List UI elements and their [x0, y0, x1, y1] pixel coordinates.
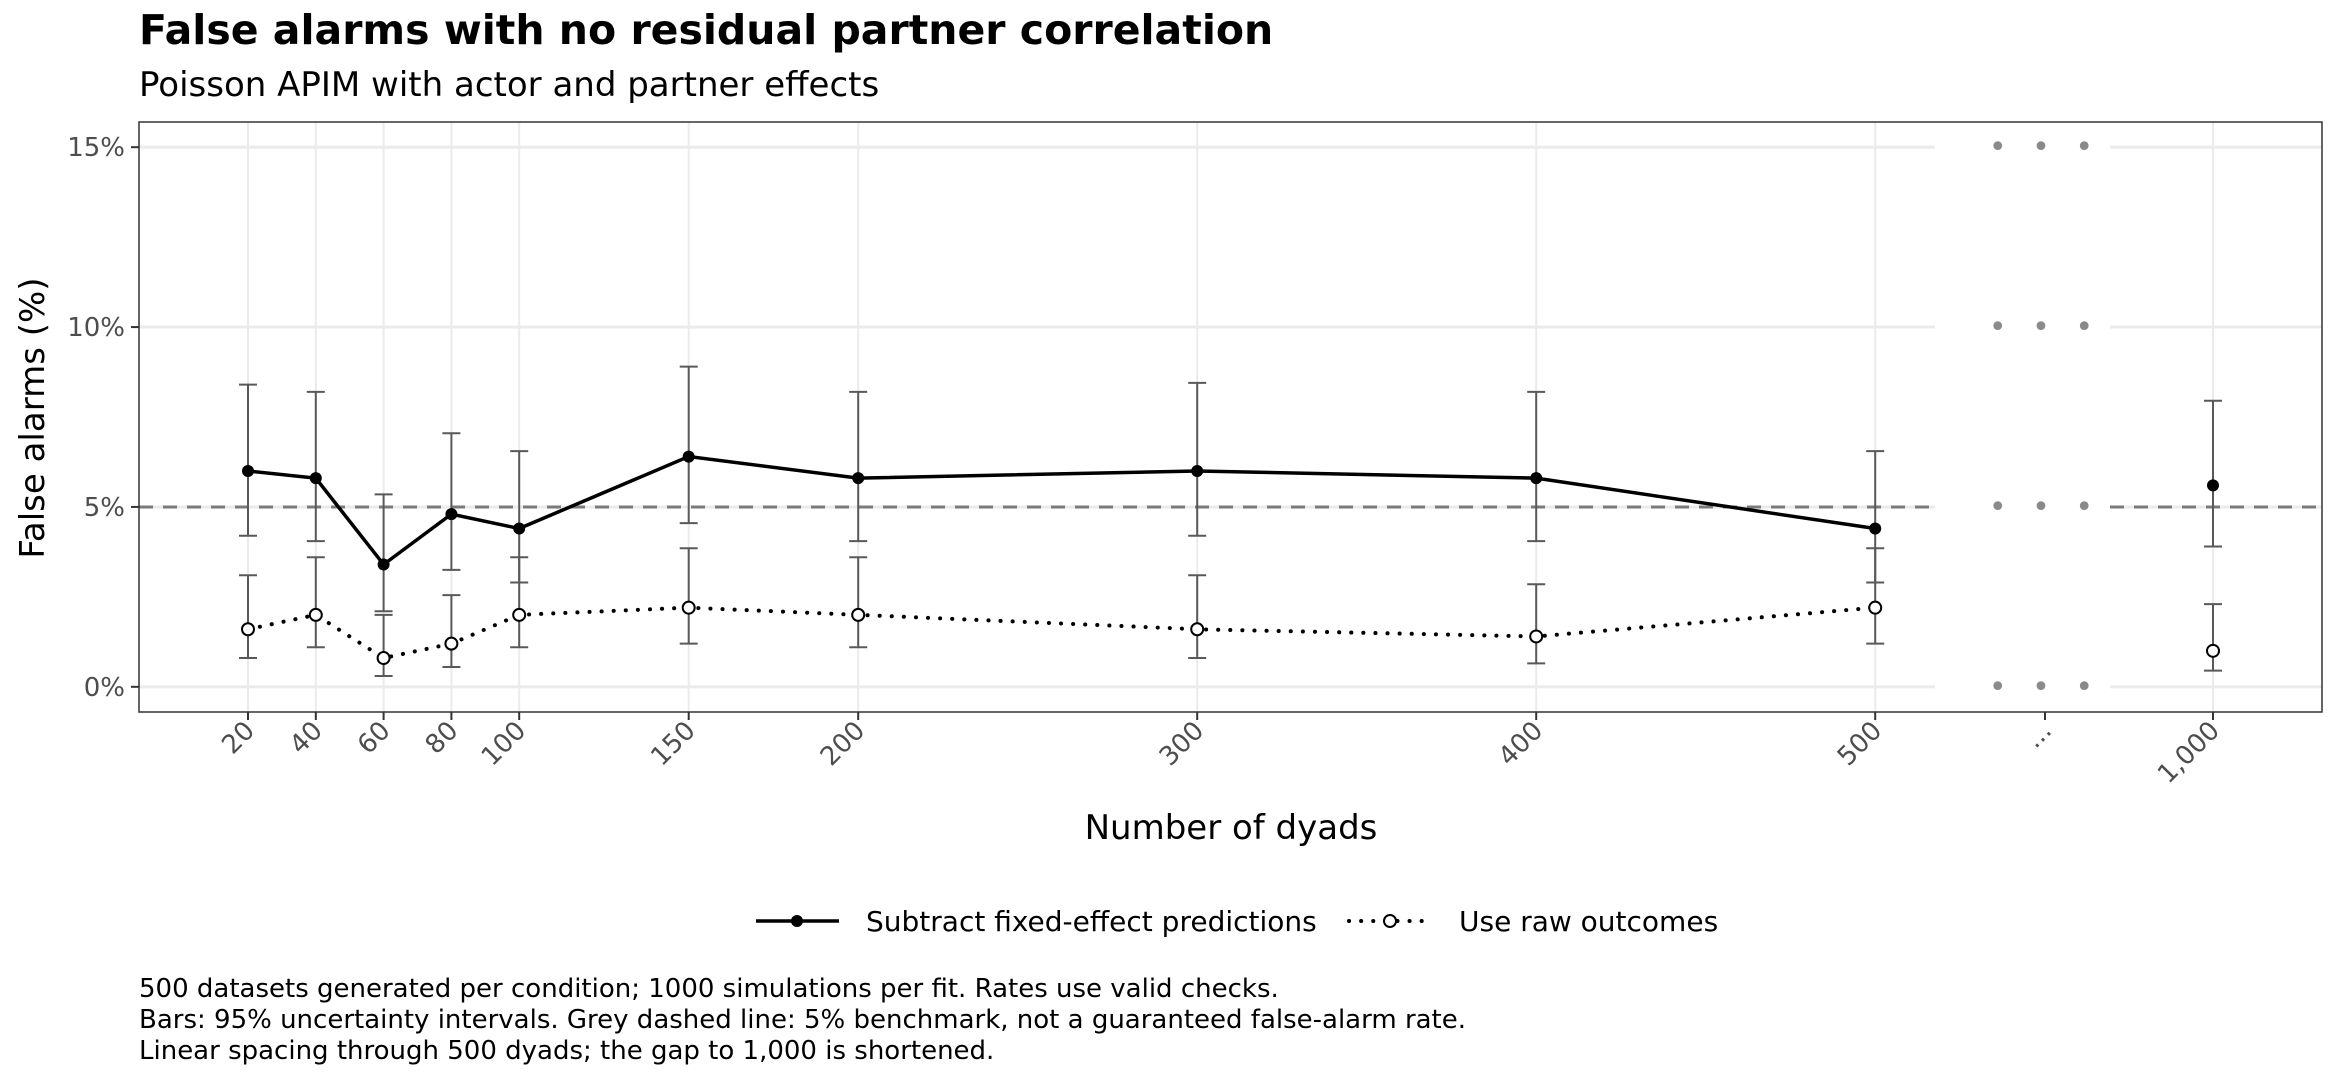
x-tick-label: ... — [2019, 716, 2058, 755]
x-tick-label: 150 — [645, 716, 701, 772]
axis-gap-markers: • • • • • • • • • • • • — [1989, 130, 2101, 705]
x-tick-label: 400 — [1493, 716, 1549, 772]
data-point — [682, 450, 695, 463]
data-points — [241, 450, 2220, 666]
data-point — [444, 636, 459, 651]
x-axis-ticks: 20 40 60 80 100 150 200 300 400 500... 1,000 — [216, 712, 2226, 790]
caption-line-2: Bars: 95% uncertainty intervals. Grey da… — [139, 1005, 1466, 1035]
y-tick-label: 0% — [84, 673, 125, 703]
data-point — [513, 522, 526, 535]
data-point — [1869, 522, 1882, 535]
gap-dots: • • • — [1989, 670, 2101, 705]
data-point — [445, 508, 458, 521]
axis-gap-area — [1935, 123, 2110, 711]
data-point — [2206, 643, 2220, 658]
plot-frame — [138, 121, 2323, 713]
series-line — [247, 454, 1876, 567]
chart-title: False alarms with no residual partner co… — [139, 6, 1273, 54]
gap-dots: • • • — [1989, 310, 2101, 345]
gap-dots: • • • — [1989, 490, 2101, 525]
chart-subtitle: Poisson APIM with actor and partner effe… — [139, 65, 879, 105]
data-point — [1529, 629, 1544, 644]
axis-gap-cover — [1935, 123, 2110, 711]
data-point — [308, 607, 323, 622]
y-tick-label: 15% — [67, 133, 125, 163]
series-line — [246, 605, 1878, 661]
legend-label: Subtract fixed-effect predictions — [866, 905, 1317, 938]
x-tick-label: 500 — [1832, 716, 1888, 772]
error-bars — [239, 365, 2222, 678]
data-point — [1190, 622, 1205, 637]
x-tick-label: 1,000 — [2152, 716, 2226, 790]
data-point — [852, 472, 865, 485]
data-point — [241, 622, 255, 637]
data-point — [512, 607, 527, 622]
gap-dots: • • • — [1989, 130, 2101, 165]
x-tick-label: 20 — [216, 716, 261, 761]
data-point — [851, 607, 866, 622]
caption-line-3: Linear spacing through 500 dyads; the ga… — [139, 1036, 994, 1066]
data-point — [242, 464, 254, 477]
legend: Subtract fixed-effect predictions Use raw… — [756, 905, 1718, 938]
x-tick-label: 200 — [815, 716, 871, 772]
y-tick-label: 5% — [84, 493, 125, 523]
data-point — [2207, 479, 2219, 492]
legend-key-point — [791, 915, 803, 927]
x-tick-label: 80 — [420, 716, 465, 761]
data-point — [377, 558, 390, 571]
data-point — [376, 651, 391, 666]
legend-key-point — [1383, 914, 1397, 928]
x-axis-title: Number of dyads — [1085, 808, 1378, 848]
caption-line-1: 500 datasets generated per condition; 10… — [139, 974, 1279, 1004]
x-tick-label: 100 — [476, 716, 532, 772]
y-tick-label: 10% — [67, 313, 125, 343]
data-point — [1191, 464, 1204, 477]
plot-border — [138, 121, 2323, 713]
x-tick-label: 40 — [284, 716, 329, 761]
data-point — [1530, 472, 1543, 485]
y-axis-title: False alarms (%) — [13, 277, 53, 558]
series-lines — [246, 454, 1878, 661]
data-point — [309, 472, 322, 485]
y-axis-ticks: 0% 5% 10% 15% — [67, 133, 139, 703]
x-tick-label: 300 — [1154, 716, 1210, 772]
x-tick-label: 60 — [352, 716, 397, 761]
legend-label: Use raw outcomes — [1459, 905, 1718, 938]
data-point — [1868, 600, 1883, 615]
data-point — [681, 600, 696, 615]
